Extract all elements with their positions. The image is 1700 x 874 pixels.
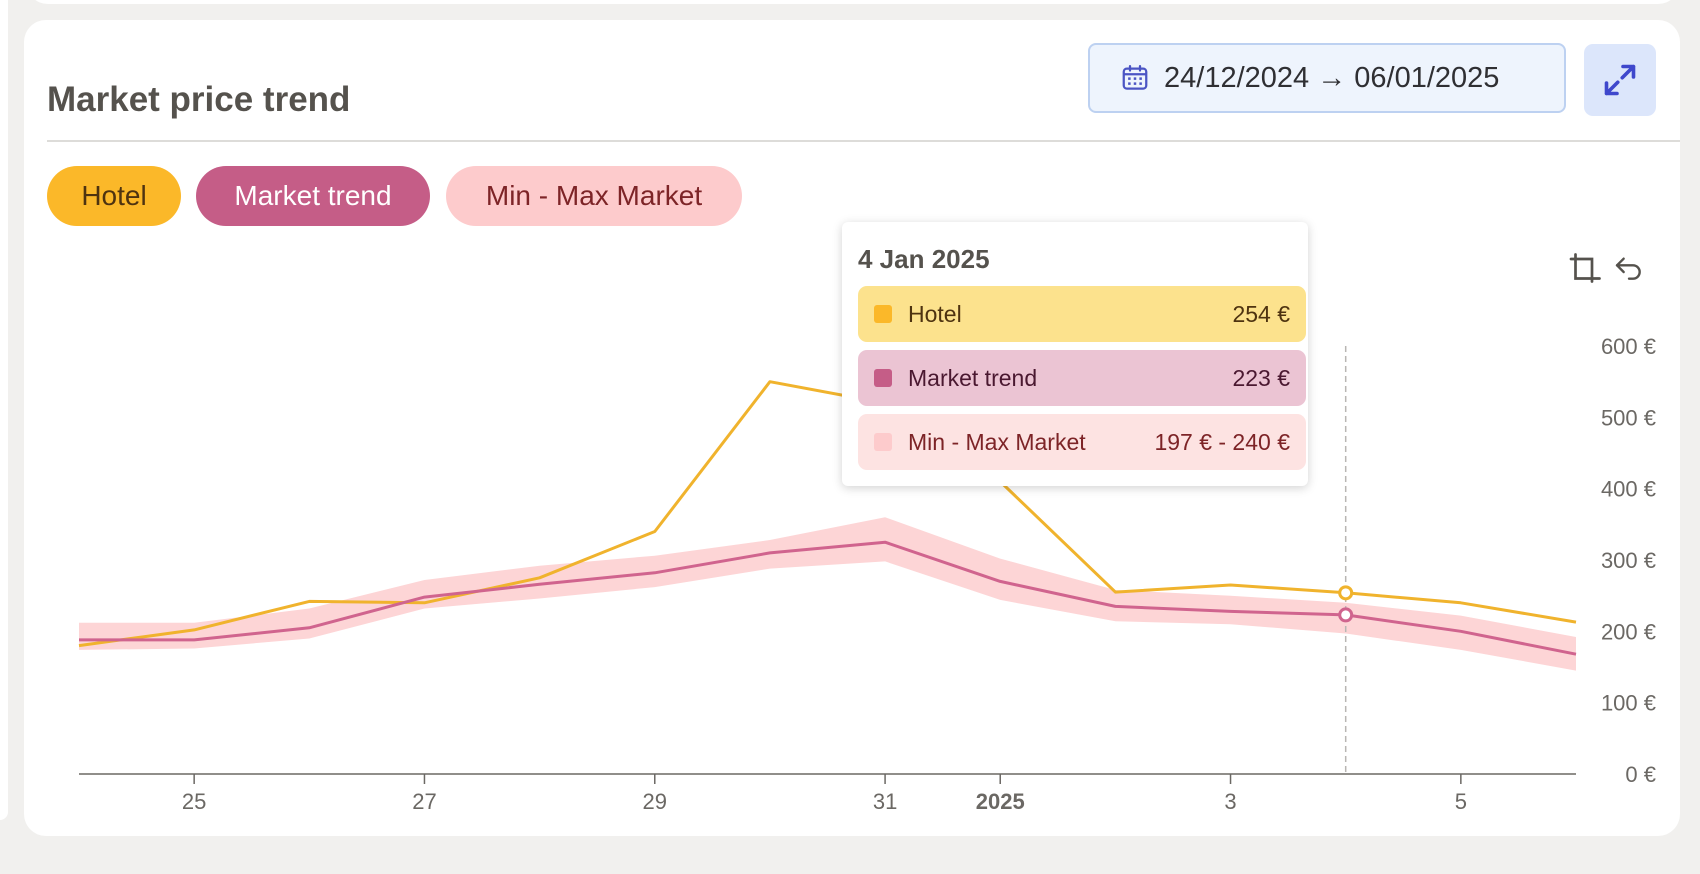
market-trend-line [79,540,1577,656]
expand-button[interactable] [1584,44,1656,116]
card-title: Market price trend [47,80,351,119]
zoom-select-icon[interactable] [1568,250,1604,286]
previous-card [26,0,1680,4]
market-price-card: Market price trend 24/12/2024 → 06/01/20… [24,20,1680,836]
y-tick-label: 500 € [1601,405,1656,430]
tooltip-date: 4 Jan 2025 [858,244,990,274]
y-tick-label: 600 € [1601,334,1656,359]
tooltip-row-min-max-market: Min - Max Market 197 € - 240 € [858,414,1306,470]
x-tick-label: 27 [412,789,436,814]
legend-hotel[interactable]: Hotel [47,166,181,226]
expand-icon [1604,64,1636,96]
price-chart: 25 27 29 31 2025 3 5 0 € 100 € 200 € 300 € 400 € 500… [78,334,1656,814]
tooltip-min-max-label: Min - Max Market [908,428,1086,455]
y-tick-label: 300 € [1601,548,1656,573]
date-range-text: 24/12/2024 → 06/01/2025 [1164,61,1500,94]
tooltip-row-hotel: Hotel 254 € [858,286,1306,342]
x-tick-label: 31 [873,789,897,814]
y-tick-label: 400 € [1601,477,1656,502]
side-panel [0,0,8,820]
x-tick-label: 25 [182,789,206,814]
y-tick-label: 100 € [1601,691,1656,716]
x-tick-label: 5 [1455,789,1467,814]
market-trend-swatch [874,369,892,387]
tooltip-market-trend-value: 223 € [1232,364,1290,391]
x-tick-label: 29 [643,789,667,814]
tooltip-hotel-label: Hotel [908,300,962,327]
chart-tooltip: 4 Jan 2025 Hotel 254 € Market trend 223 … [842,222,1308,486]
tooltip-hotel-value: 254 € [1232,300,1290,327]
undo-icon[interactable] [1612,252,1646,284]
y-tick-label: 0 € [1625,762,1656,787]
x-tick-label: 3 [1224,789,1236,814]
hotel-swatch [874,305,892,323]
min-max-swatch [874,433,892,451]
date-range-picker[interactable]: 24/12/2024 → 06/01/2025 [1088,43,1566,113]
header-divider [47,140,1680,142]
tooltip-market-trend-label: Market trend [908,364,1038,391]
tooltip-row-market-trend: Market trend 223 € [858,350,1306,406]
tooltip-min-max-value: 197 € - 240 € [1154,428,1290,455]
calendar-icon [1122,65,1148,90]
y-tick-label: 200 € [1601,619,1656,644]
legend-market-trend[interactable]: Market trend [196,166,430,226]
hotel-highlight-point [1338,585,1354,601]
legend-min-max-market[interactable]: Min - Max Market [446,166,742,226]
x-tick-label: 2025 [976,789,1025,814]
market-trend-highlight-point [1338,607,1354,623]
hotel-line [78,380,1577,648]
